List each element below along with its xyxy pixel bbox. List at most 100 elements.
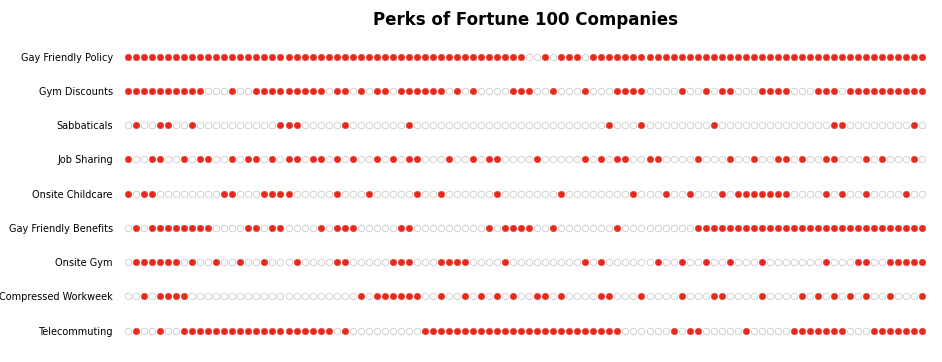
Point — [233, 259, 248, 265]
Point — [225, 225, 240, 231]
Point — [321, 88, 336, 94]
Point — [561, 328, 577, 333]
Point — [851, 122, 866, 128]
Point — [458, 225, 473, 231]
Point — [417, 225, 432, 231]
Point — [233, 191, 248, 197]
Point — [185, 328, 200, 333]
Point — [417, 88, 432, 94]
Point — [609, 191, 625, 197]
Point — [835, 54, 850, 60]
Point — [577, 225, 593, 231]
Point — [714, 54, 729, 60]
Point — [458, 328, 473, 333]
Point — [241, 294, 256, 299]
Point — [289, 88, 304, 94]
Point — [337, 328, 352, 333]
Point — [225, 191, 240, 197]
Point — [361, 259, 376, 265]
Point — [730, 54, 745, 60]
Point — [145, 191, 160, 197]
Point — [907, 88, 922, 94]
Point — [851, 191, 866, 197]
Point — [169, 259, 184, 265]
Point — [257, 191, 272, 197]
Point — [698, 156, 713, 162]
Point — [690, 328, 706, 333]
Point — [658, 294, 674, 299]
Point — [538, 88, 553, 94]
Point — [787, 122, 802, 128]
Point — [690, 294, 706, 299]
Point — [602, 122, 617, 128]
Point — [714, 225, 729, 231]
Point — [321, 225, 336, 231]
Point — [369, 225, 384, 231]
Point — [433, 259, 448, 265]
Point — [153, 328, 168, 333]
Point — [281, 54, 296, 60]
Point — [474, 191, 489, 197]
Point — [153, 259, 168, 265]
Point — [121, 88, 136, 94]
Point — [273, 259, 288, 265]
Point — [778, 156, 793, 162]
Point — [642, 294, 657, 299]
Point — [682, 156, 697, 162]
Point — [433, 88, 448, 94]
Point — [345, 191, 360, 197]
Point — [233, 54, 248, 60]
Point — [650, 328, 665, 333]
Point — [257, 259, 272, 265]
Point — [618, 156, 633, 162]
Point — [899, 328, 914, 333]
Point — [658, 191, 674, 197]
Point — [586, 328, 601, 333]
Point — [907, 259, 922, 265]
Point — [474, 54, 489, 60]
Point — [377, 328, 392, 333]
Point — [185, 88, 200, 94]
Point — [401, 54, 416, 60]
Point — [787, 294, 802, 299]
Point — [778, 191, 793, 197]
Point — [642, 156, 657, 162]
Point — [642, 122, 657, 128]
Point — [161, 88, 176, 94]
Point — [682, 54, 697, 60]
Point — [577, 259, 593, 265]
Point — [410, 191, 425, 197]
Point — [128, 191, 143, 197]
Point — [874, 156, 889, 162]
Point — [915, 294, 930, 299]
Point — [819, 54, 834, 60]
Point — [513, 328, 528, 333]
Point — [497, 156, 512, 162]
Point — [297, 122, 312, 128]
Point — [602, 259, 617, 265]
Point — [602, 54, 617, 60]
Point — [755, 54, 770, 60]
Point — [739, 259, 754, 265]
Point — [698, 54, 713, 60]
Point — [739, 191, 754, 197]
Point — [458, 54, 473, 60]
Point — [706, 225, 722, 231]
Point — [538, 294, 553, 299]
Point — [803, 156, 818, 162]
Point — [554, 122, 569, 128]
Point — [907, 122, 922, 128]
Point — [401, 328, 416, 333]
Point — [762, 259, 777, 265]
Point — [153, 225, 168, 231]
Point — [249, 328, 264, 333]
Point — [803, 88, 818, 94]
Point — [658, 156, 674, 162]
Point — [674, 225, 690, 231]
Point — [305, 259, 320, 265]
Point — [225, 328, 240, 333]
Point — [401, 259, 416, 265]
Point — [145, 259, 160, 265]
Point — [762, 225, 777, 231]
Point — [345, 122, 360, 128]
